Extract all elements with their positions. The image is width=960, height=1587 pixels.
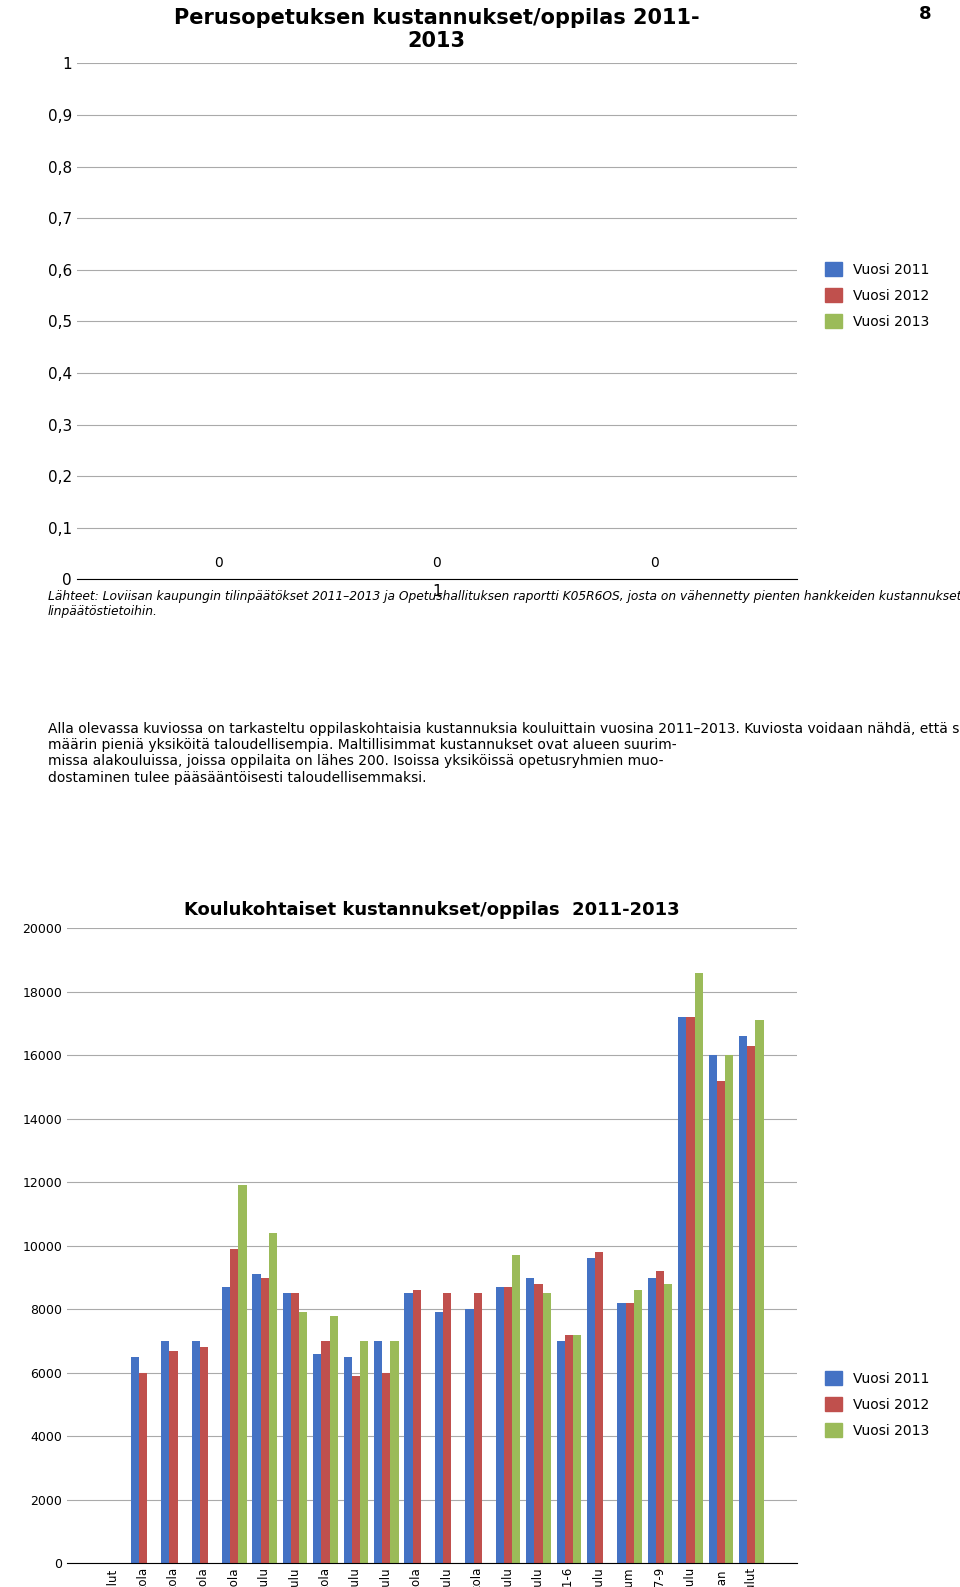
Bar	[535, 1284, 542, 1563]
Bar	[526, 1278, 535, 1563]
Bar	[192, 1341, 200, 1563]
Bar	[413, 1290, 420, 1563]
Bar	[587, 1258, 595, 1563]
Text: Alla olevassa kuviossa on tarkasteltu oppilaskohtaisia kustannuksia kouluittain : Alla olevassa kuviossa on tarkasteltu op…	[48, 722, 960, 784]
Bar	[473, 1293, 482, 1563]
Bar	[739, 1036, 747, 1563]
Bar	[139, 1373, 147, 1563]
Bar	[747, 1046, 756, 1563]
Text: 0: 0	[432, 555, 442, 570]
Bar	[542, 1293, 551, 1563]
Legend: Vuosi 2011, Vuosi 2012, Vuosi 2013: Vuosi 2011, Vuosi 2012, Vuosi 2013	[818, 256, 936, 336]
Legend: Vuosi 2011, Vuosi 2012, Vuosi 2013: Vuosi 2011, Vuosi 2012, Vuosi 2013	[818, 1365, 936, 1444]
Bar	[352, 1376, 360, 1563]
Text: Lähteet: Loviisan kaupungin tilinpäätökset 2011–2013 ja Opetushallituksen raport: Lähteet: Loviisan kaupungin tilinpäätöks…	[48, 590, 960, 619]
Bar	[300, 1312, 307, 1563]
Bar	[283, 1293, 291, 1563]
Text: 0: 0	[651, 555, 660, 570]
Bar	[564, 1335, 573, 1563]
Bar	[512, 1255, 520, 1563]
Bar	[382, 1373, 391, 1563]
Bar	[634, 1290, 642, 1563]
Bar	[238, 1185, 247, 1563]
Bar	[291, 1293, 300, 1563]
Bar	[344, 1357, 352, 1563]
Bar	[717, 1081, 725, 1563]
Bar	[313, 1354, 322, 1563]
Bar	[252, 1274, 260, 1563]
Bar	[656, 1271, 664, 1563]
Text: 0: 0	[214, 555, 223, 570]
Bar	[595, 1252, 604, 1563]
Bar	[648, 1278, 656, 1563]
Bar	[686, 1017, 695, 1563]
Bar	[230, 1249, 238, 1563]
Bar	[725, 1055, 733, 1563]
Bar	[756, 1020, 763, 1563]
Bar	[678, 1017, 686, 1563]
Bar	[169, 1351, 178, 1563]
Bar	[708, 1055, 717, 1563]
Bar	[504, 1287, 512, 1563]
Bar	[200, 1347, 208, 1563]
Bar	[260, 1278, 269, 1563]
Bar	[444, 1293, 451, 1563]
Bar	[664, 1284, 672, 1563]
Bar	[374, 1341, 382, 1563]
Bar	[617, 1303, 626, 1563]
Bar	[495, 1287, 504, 1563]
Bar	[131, 1357, 139, 1563]
Bar	[573, 1335, 581, 1563]
Bar	[695, 973, 703, 1563]
Bar	[626, 1303, 634, 1563]
Bar	[391, 1341, 398, 1563]
Title: Perusopetuksen kustannukset/oppilas 2011-
2013: Perusopetuksen kustannukset/oppilas 2011…	[174, 8, 700, 51]
Text: 8: 8	[919, 5, 931, 22]
Bar	[329, 1316, 338, 1563]
Bar	[322, 1341, 329, 1563]
Bar	[404, 1293, 413, 1563]
Title: Koulukohtaiset kustannukset/oppilas  2011-2013: Koulukohtaiset kustannukset/oppilas 2011…	[184, 900, 680, 919]
Bar	[222, 1287, 230, 1563]
Bar	[466, 1309, 473, 1563]
Bar	[161, 1341, 169, 1563]
Bar	[360, 1341, 369, 1563]
Bar	[269, 1233, 277, 1563]
Bar	[435, 1312, 444, 1563]
Bar	[557, 1341, 564, 1563]
